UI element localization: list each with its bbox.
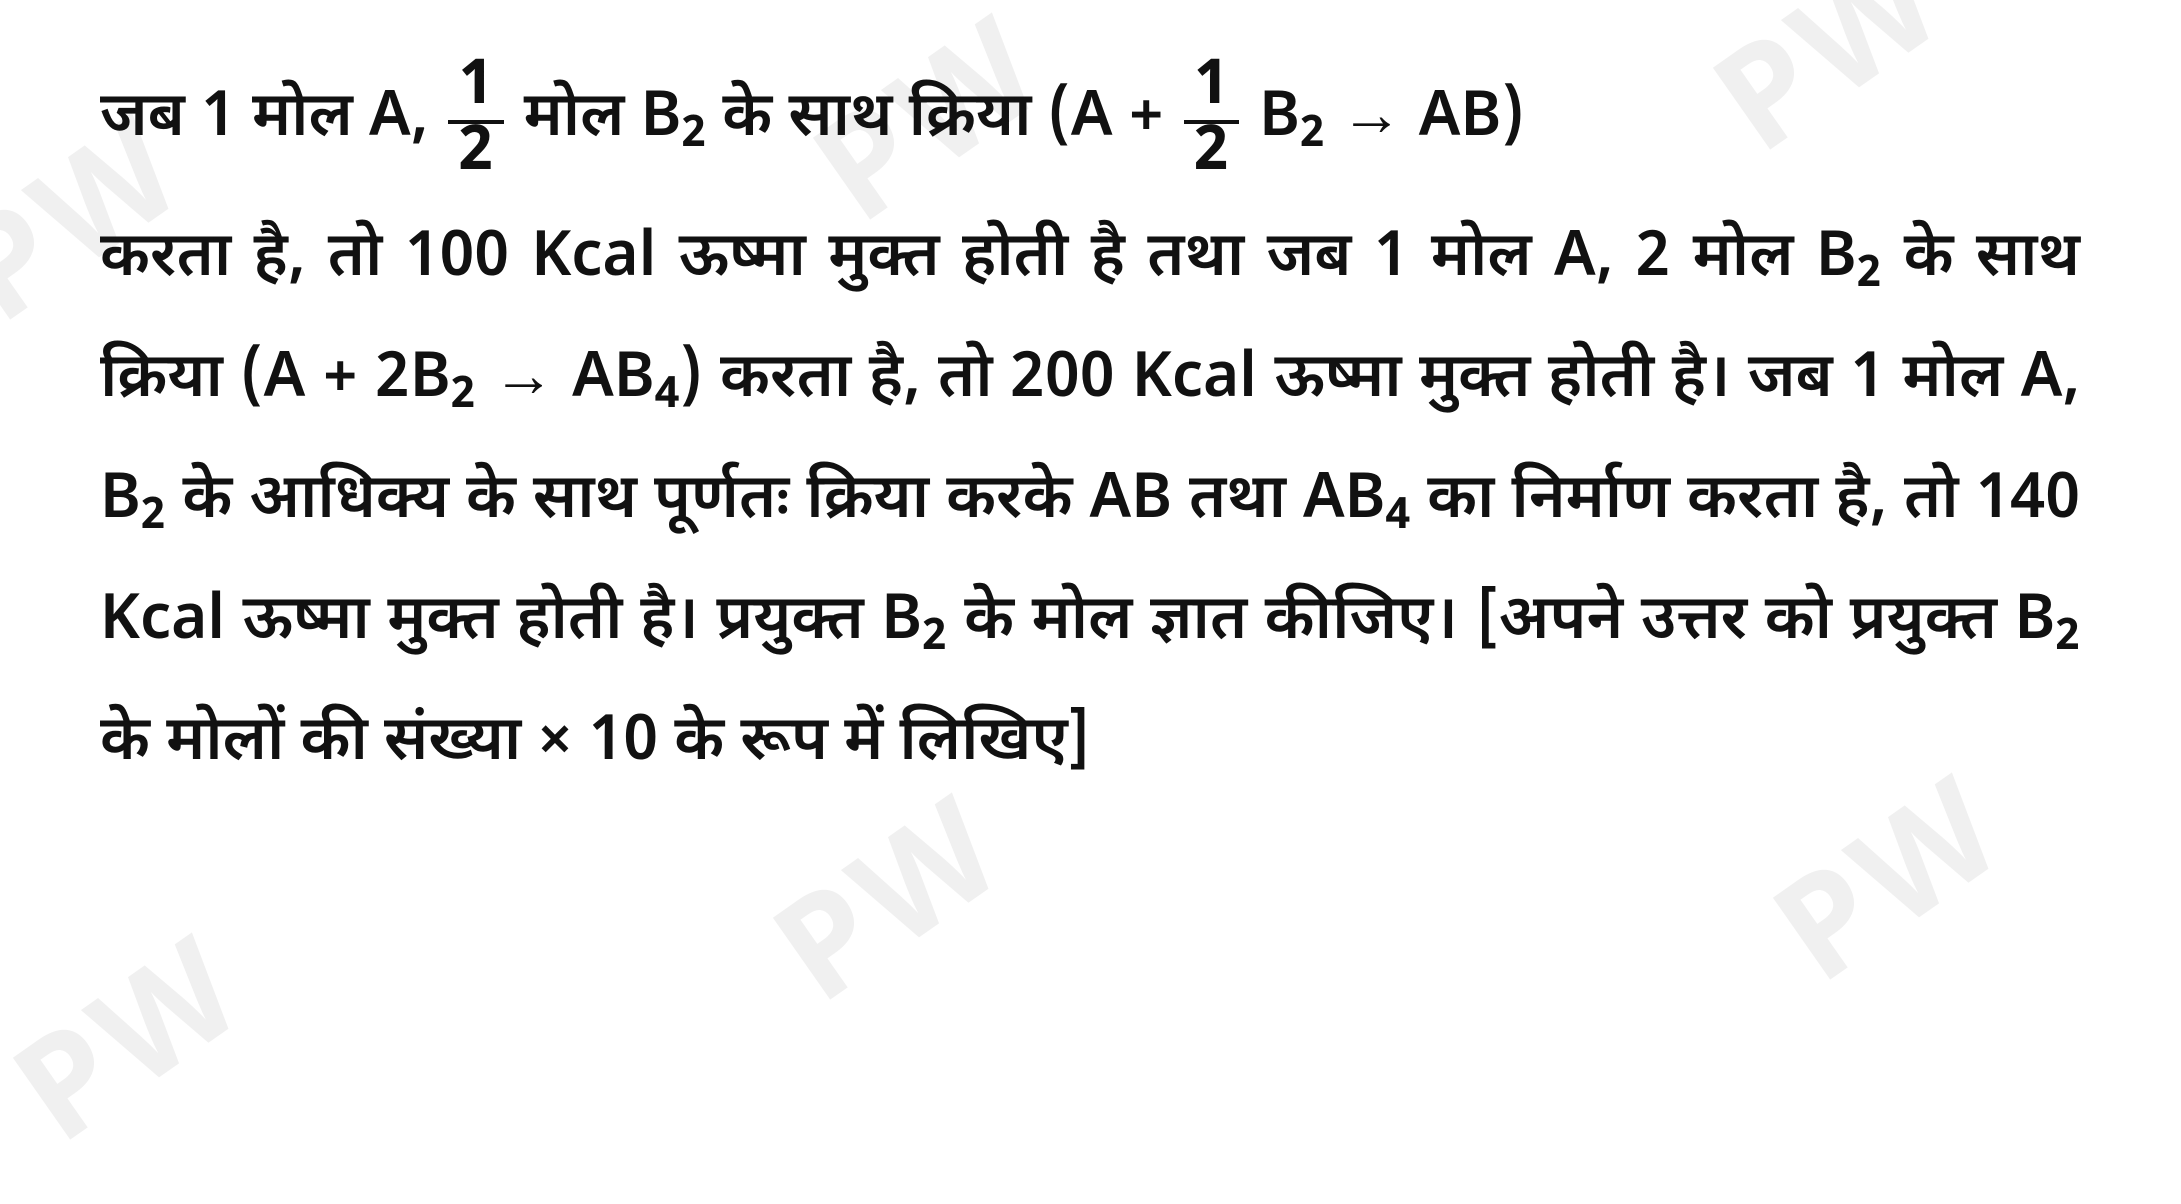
subscript: 2 xyxy=(1300,107,1325,164)
subscript: 2 xyxy=(2055,610,2080,667)
fraction-denominator: 2 xyxy=(1184,124,1239,186)
fraction: 12 xyxy=(1184,58,1239,186)
subscript: 2 xyxy=(141,489,166,546)
question-body: करता है, तो 100 Kcal ऊष्मा मुक्त होती है… xyxy=(100,201,2080,805)
question-content: जब 1 मोल A, 12 मोल B2 के साथ क्रिया (A +… xyxy=(100,40,2080,806)
watermark: PW xyxy=(0,908,289,1194)
question-line-1: जब 1 मोल A, 12 मोल B2 के साथ क्रिया (A +… xyxy=(100,40,2080,201)
subscript: 2 xyxy=(1857,247,1882,304)
subscript: 2 xyxy=(682,107,707,164)
fraction-denominator: 2 xyxy=(448,124,503,186)
fraction: 12 xyxy=(448,58,503,186)
page: PW PW PW PW PW PW जब 1 मोल A, 12 मोल B2 … xyxy=(0,0,2181,1204)
subscript: 2 xyxy=(922,610,947,667)
subscript: 4 xyxy=(1386,489,1411,546)
subscript: 4 xyxy=(655,368,680,425)
watermark: PW xyxy=(749,768,1049,1054)
subscript: 2 xyxy=(451,368,476,425)
